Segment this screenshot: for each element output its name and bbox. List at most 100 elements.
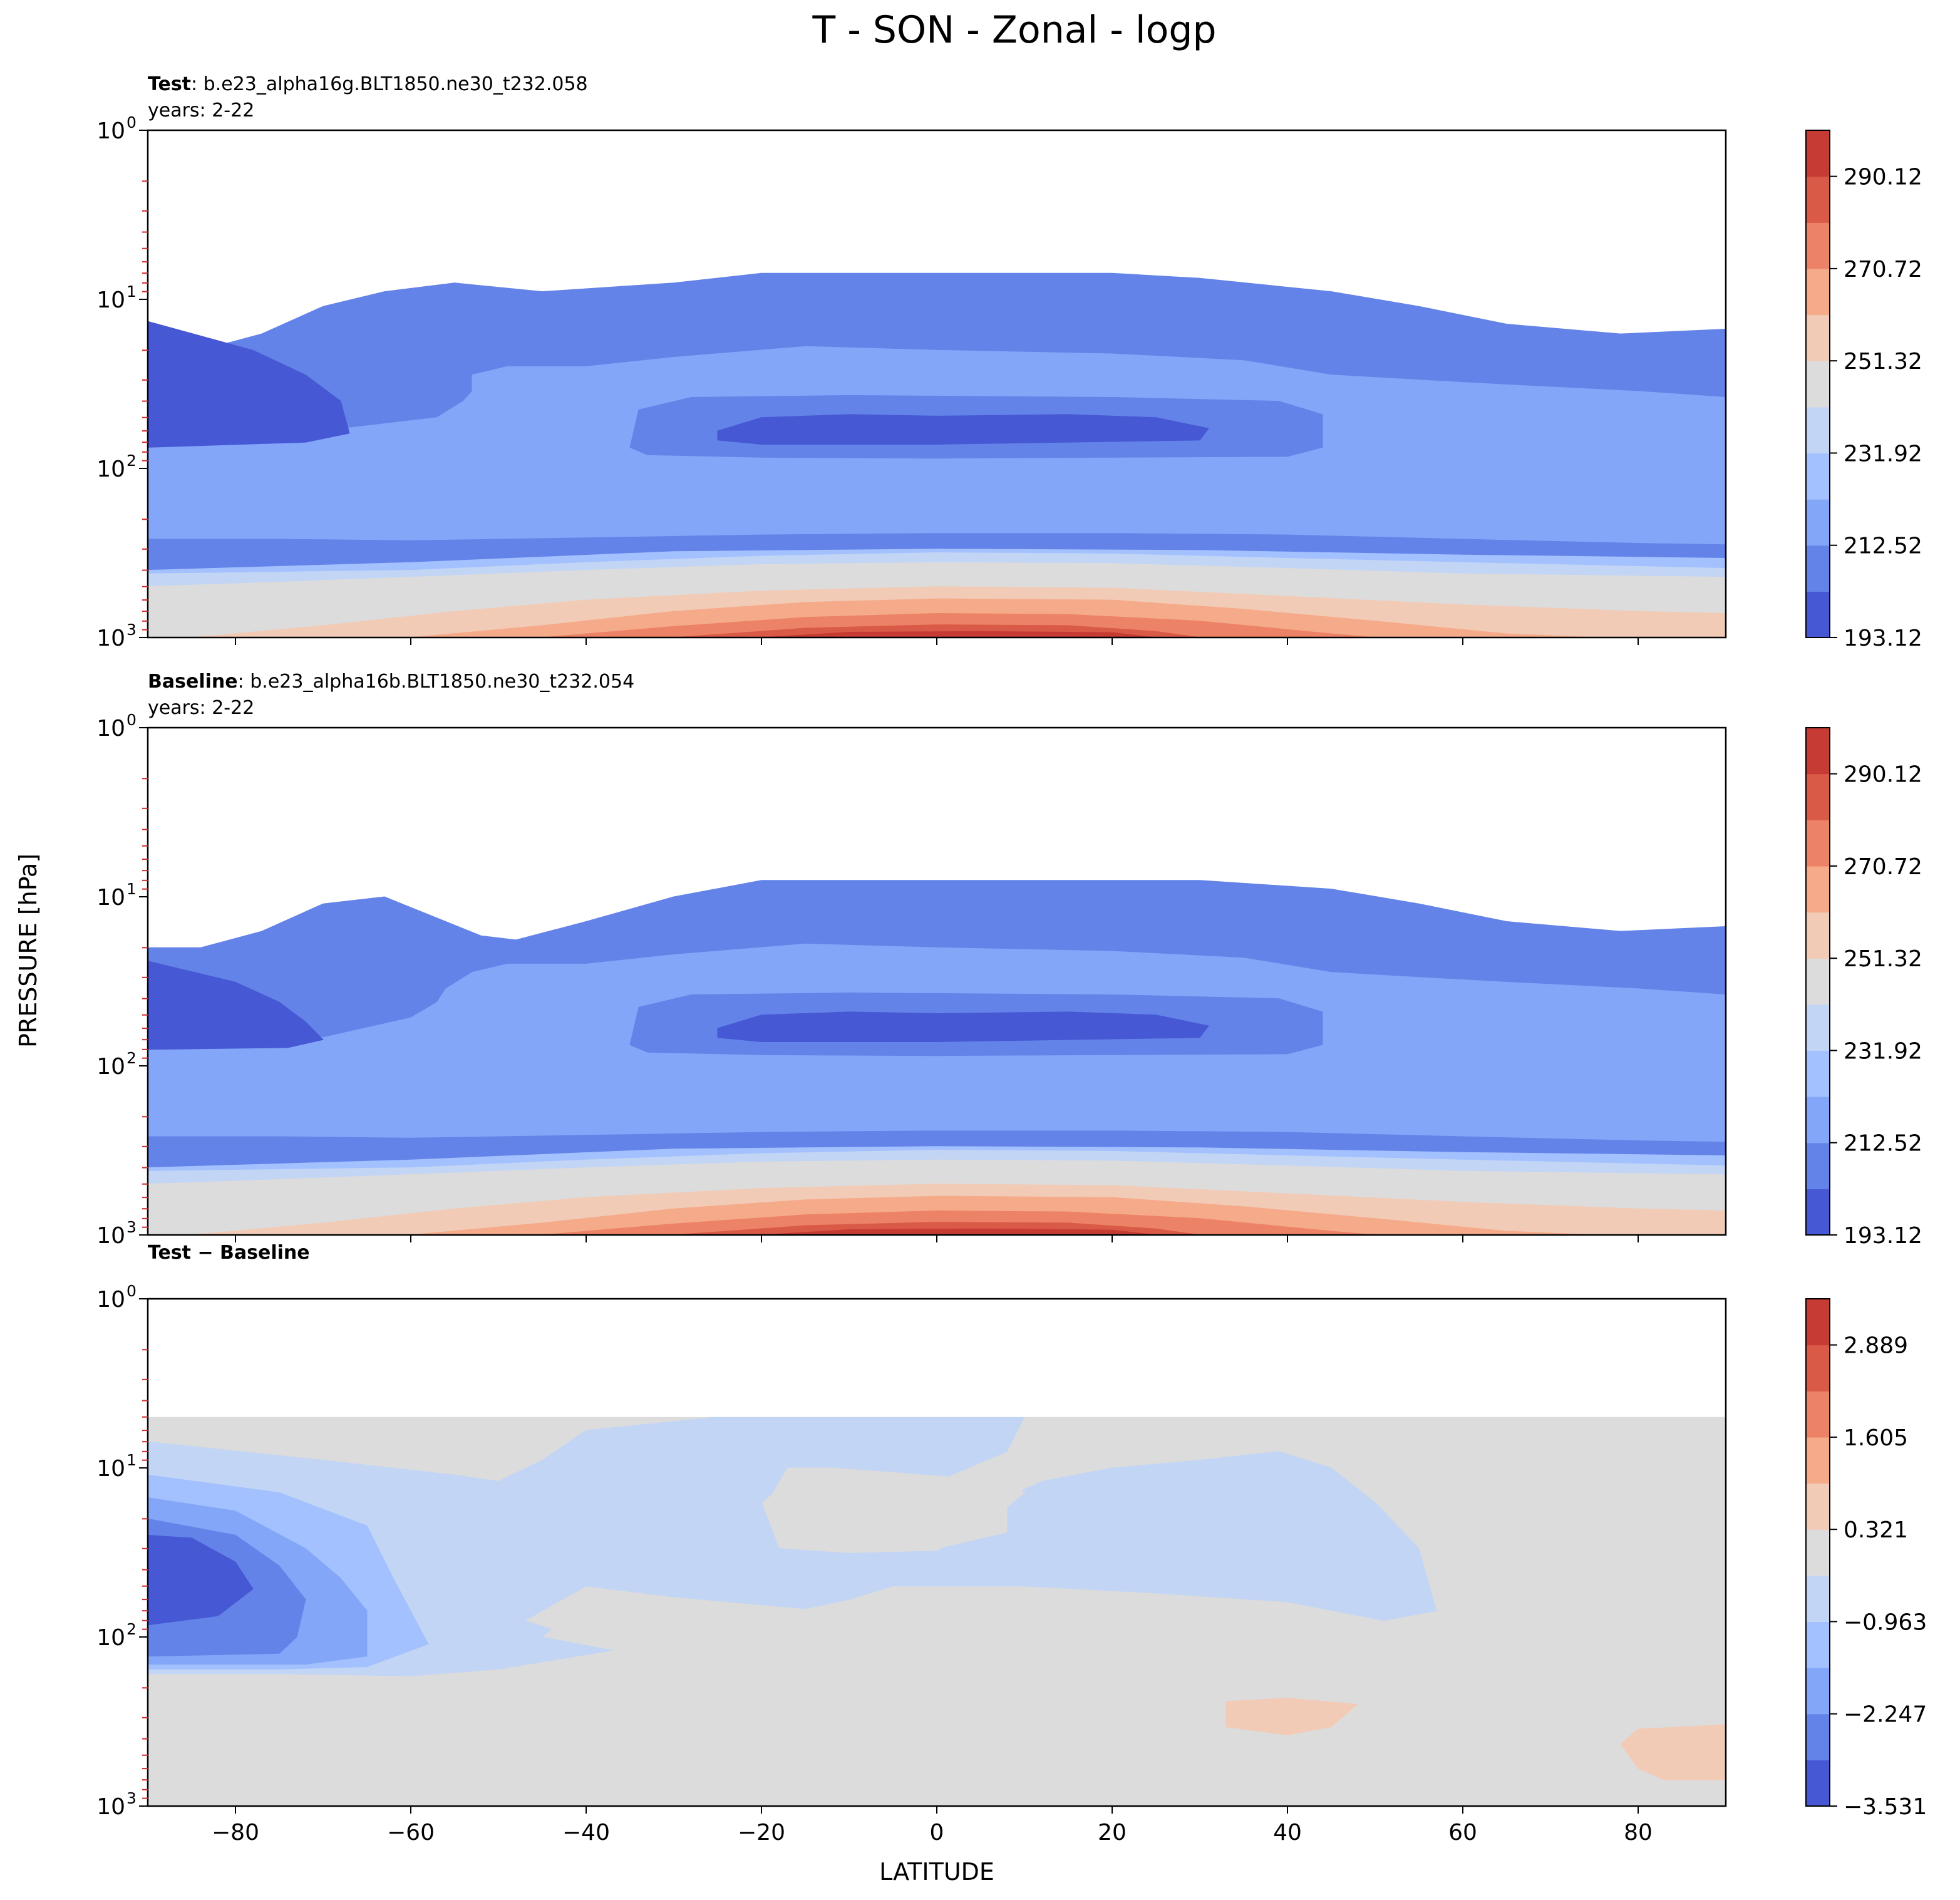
y-tick-exponent: 0 — [126, 1282, 137, 1300]
colorbar-segment — [1806, 1437, 1830, 1484]
contour-band-9 — [1620, 1724, 1726, 1780]
y-tick-label: 10 — [96, 1794, 125, 1820]
colorbar: 193.12 212.52 231.92 251.32 270.72 290.12 — [1805, 130, 1922, 651]
colorbar-segment — [1806, 1345, 1830, 1391]
colorbar-segment — [1806, 912, 1830, 959]
y-tick-exponent: 3 — [126, 621, 137, 639]
missing-data-region — [148, 1299, 1726, 1417]
contour-band-5 — [717, 414, 1209, 445]
contour-band-3 — [148, 321, 350, 448]
colorbar-tick-label: 270.72 — [1844, 854, 1922, 880]
panel-title-rest: : b.e23_alpha16g.BLT1850.ne30_t232.058 — [191, 73, 588, 95]
y-axis-label: PRESSURE [hPa] — [14, 854, 42, 1048]
y-tick-exponent: 2 — [126, 452, 137, 470]
contour-band-2 — [770, 1467, 1025, 1552]
contour-band-5 — [717, 1011, 1209, 1042]
contour-band-6 — [1638, 939, 1726, 989]
colorbar-segment — [1806, 545, 1830, 592]
colorbar: 193.12 212.52 231.92 251.32 270.72 290.12 — [1805, 727, 1922, 1249]
colorbar-segment — [1806, 406, 1830, 454]
colorbar-segment — [1806, 1299, 1830, 1346]
contour-field — [148, 728, 1726, 1235]
x-tick-label: 80 — [1624, 1820, 1653, 1846]
panel-title: Test − Baseline — [148, 1242, 310, 1264]
colorbar-segment — [1806, 1621, 1830, 1668]
colorbar-tick-label: −2.247 — [1844, 1702, 1927, 1728]
colorbar-segment — [1806, 1575, 1830, 1623]
colorbar-tick-label: 251.32 — [1844, 349, 1922, 374]
y-tick-label: 10 — [96, 626, 125, 651]
y-tick-exponent: 1 — [126, 282, 137, 301]
panel-title-bold: Baseline — [148, 671, 238, 693]
colorbar-segment — [1806, 1760, 1830, 1807]
colorbar-frame — [1805, 130, 1830, 638]
colorbar-tick-label: 1.605 — [1844, 1425, 1908, 1451]
panel-title-bold: Test — [148, 73, 191, 95]
x-tick-label: 0 — [930, 1820, 944, 1846]
colorbar-segment — [1806, 499, 1830, 546]
colorbar-segment — [1806, 453, 1830, 500]
contour-band-3 — [148, 961, 324, 1050]
missing-data-region — [148, 131, 1726, 249]
colorbar-frame — [1805, 1298, 1830, 1807]
y-tick-exponent: 3 — [126, 1789, 137, 1807]
colorbar-segment — [1806, 1713, 1830, 1760]
colorbar-segment — [1806, 591, 1830, 638]
colorbar-segment — [1806, 314, 1830, 361]
y-tick-label: 10 — [96, 885, 125, 911]
colorbar-segment — [1806, 820, 1830, 867]
colorbar-segment — [1806, 1050, 1830, 1097]
y-tick-exponent: 1 — [126, 1451, 137, 1469]
x-tick-label: 60 — [1448, 1820, 1477, 1846]
colorbar-segment — [1806, 773, 1830, 820]
contour-field — [148, 1299, 1726, 1806]
colorbar-segment — [1806, 1142, 1830, 1189]
colorbar-tick-label: 270.72 — [1844, 257, 1922, 282]
colorbar-segment — [1806, 361, 1830, 408]
colorbar-tick-label: 231.92 — [1844, 1038, 1922, 1064]
colorbar-tick-label: 193.12 — [1844, 626, 1922, 651]
colorbar-segment — [1806, 1097, 1830, 1144]
contour-band-8 — [1225, 1698, 1359, 1736]
y-tick-label: 10 — [96, 118, 125, 144]
colorbar-segment — [1806, 958, 1830, 1005]
colorbar-tick-label: 212.52 — [1844, 534, 1922, 559]
colorbar-segment — [1806, 1483, 1830, 1530]
colorbar-segment — [1806, 1668, 1830, 1715]
colorbar-tick-label: −0.963 — [1844, 1609, 1927, 1635]
y-tick-exponent: 0 — [126, 113, 137, 132]
y-tick-exponent: 2 — [126, 1620, 137, 1638]
y-tick-exponent: 2 — [126, 1049, 137, 1067]
y-tick-label: 10 — [96, 287, 125, 313]
colorbar-segment — [1806, 1004, 1830, 1051]
y-tick-label: 10 — [96, 1287, 125, 1313]
contour-band-6 — [1638, 342, 1726, 392]
y-tick-label: 10 — [96, 1223, 125, 1249]
panel-subtitle: years: 2-22 — [148, 100, 254, 121]
y-tick-label: 10 — [96, 1625, 125, 1651]
colorbar-tick-label: 290.12 — [1844, 165, 1922, 190]
colorbar-tick-label: 212.52 — [1844, 1131, 1922, 1157]
colorbar-tick-label: 290.12 — [1844, 762, 1922, 788]
y-tick-exponent: 1 — [126, 880, 137, 898]
y-tick-label: 10 — [96, 1456, 125, 1482]
colorbar-segment — [1806, 865, 1830, 913]
colorbar-segment — [1806, 1529, 1830, 1576]
panel-title: Test: b.e23_alpha16g.BLT1850.ne30_t232.0… — [148, 73, 588, 95]
contour-band-3 — [875, 1601, 999, 1611]
x-tick-label: −20 — [738, 1820, 785, 1846]
panel-subtitle: years: 2-22 — [148, 697, 254, 719]
y-tick-exponent: 3 — [126, 1218, 137, 1236]
contour-band-14 — [761, 631, 1157, 638]
x-axis-label: LATITUDE — [879, 1858, 994, 1886]
contour-band-14 — [761, 1228, 1157, 1235]
colorbar-tick-label: 251.32 — [1844, 946, 1922, 972]
colorbar-tick-label: 193.12 — [1844, 1223, 1922, 1249]
colorbar-tick-label: 231.92 — [1844, 441, 1922, 467]
contour-band-1 — [148, 1417, 1437, 1676]
colorbar-segment — [1806, 222, 1830, 269]
